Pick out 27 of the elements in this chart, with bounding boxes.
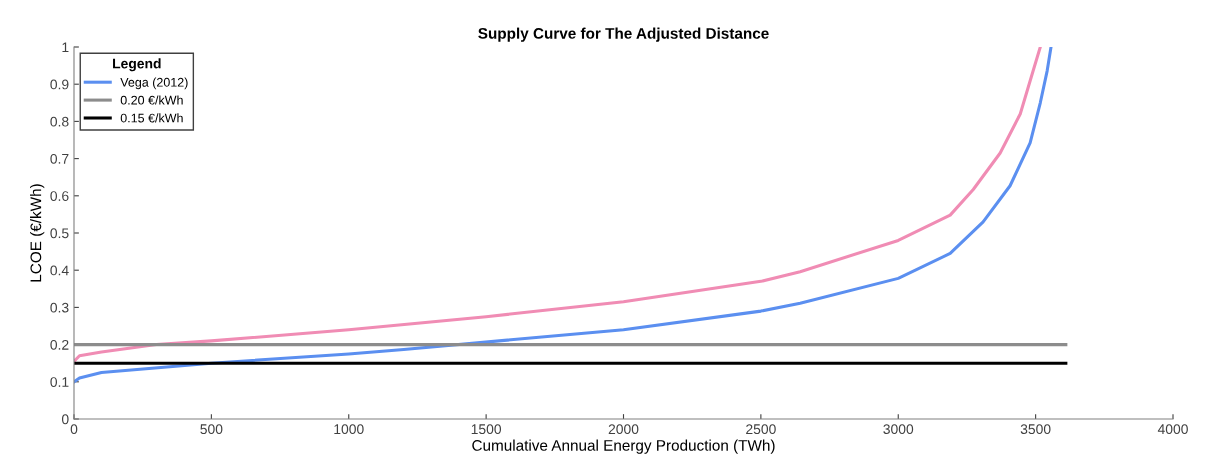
y-tick-label: 0.2: [50, 339, 69, 350]
y-tick-label: 0.6: [50, 191, 69, 201]
y-tick-label: 0.1: [50, 377, 69, 387]
y-tick-label: 0.8: [50, 116, 69, 127]
y-tick-label: 0.4: [50, 265, 69, 276]
y-tick-label: 0.7: [50, 153, 69, 164]
x-tick-label: 4000: [1157, 424, 1188, 435]
legend-label: 0.20 €/kWh: [120, 95, 183, 105]
y-tick-label: 0.5: [50, 228, 69, 239]
x-tick-label: 0: [70, 424, 78, 435]
x-tick-label: 2000: [608, 424, 639, 435]
x-tick-label: 3000: [883, 424, 914, 435]
x-tick-label: 1000: [334, 424, 364, 435]
x-axis-title: Cumulative Annual Energy Production (TWh): [472, 439, 775, 454]
y-tick-label: 0.3: [50, 302, 69, 313]
legend-title: Legend: [113, 58, 161, 72]
y-tick-label: 0: [61, 414, 69, 425]
legend-label: 0.15 €/kWh: [120, 113, 183, 123]
x-tick-label: 500: [200, 424, 223, 435]
x-tick-label: 3500: [1020, 424, 1051, 435]
y-tick-label: 1: [62, 42, 69, 53]
y-axis-title: LCOE (€/kWh): [30, 184, 45, 282]
chart-title: Supply Curve for The Adjusted Distance: [478, 27, 769, 42]
legend-label: Vega (2012): [120, 77, 188, 90]
y-tick-label: 0.9: [50, 79, 69, 90]
x-tick-label: 1500: [471, 424, 502, 435]
x-tick-label: 2500: [746, 424, 776, 435]
